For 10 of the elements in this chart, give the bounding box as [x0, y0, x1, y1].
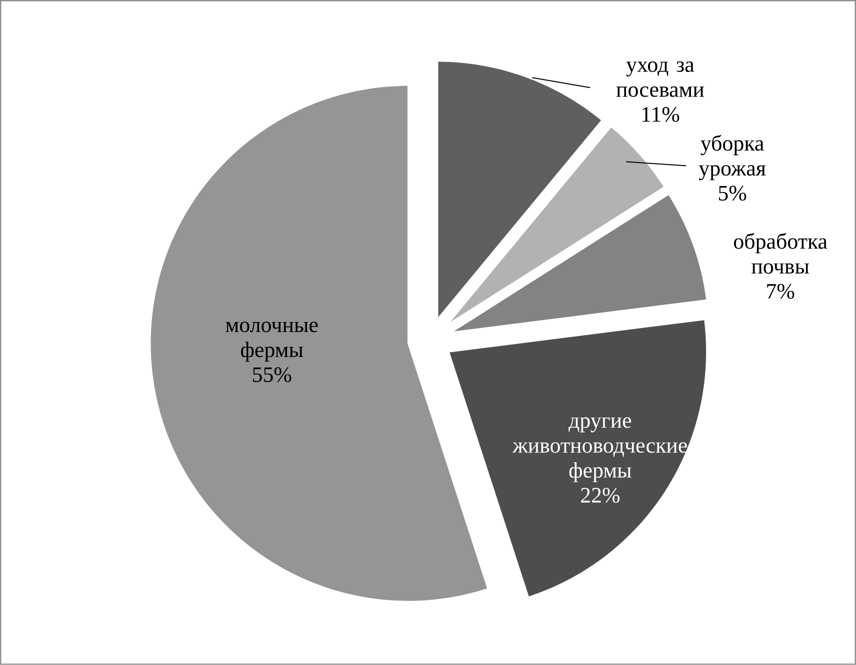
- data-label: 22%: [581, 488, 620, 503]
- data-label: 55%: [253, 367, 292, 382]
- data-label: 5%: [718, 186, 746, 201]
- slice-label: обработка почвы: [734, 233, 828, 274]
- data-label: 11%: [642, 107, 680, 122]
- slice-label: молочные фермы: [226, 322, 318, 362]
- slice-label: другие животноводческие фермы: [512, 417, 687, 482]
- slice-label: уход за посевами: [616, 62, 704, 98]
- data-label: 7%: [767, 284, 794, 299]
- slice-label: уборка урожая: [698, 134, 766, 180]
